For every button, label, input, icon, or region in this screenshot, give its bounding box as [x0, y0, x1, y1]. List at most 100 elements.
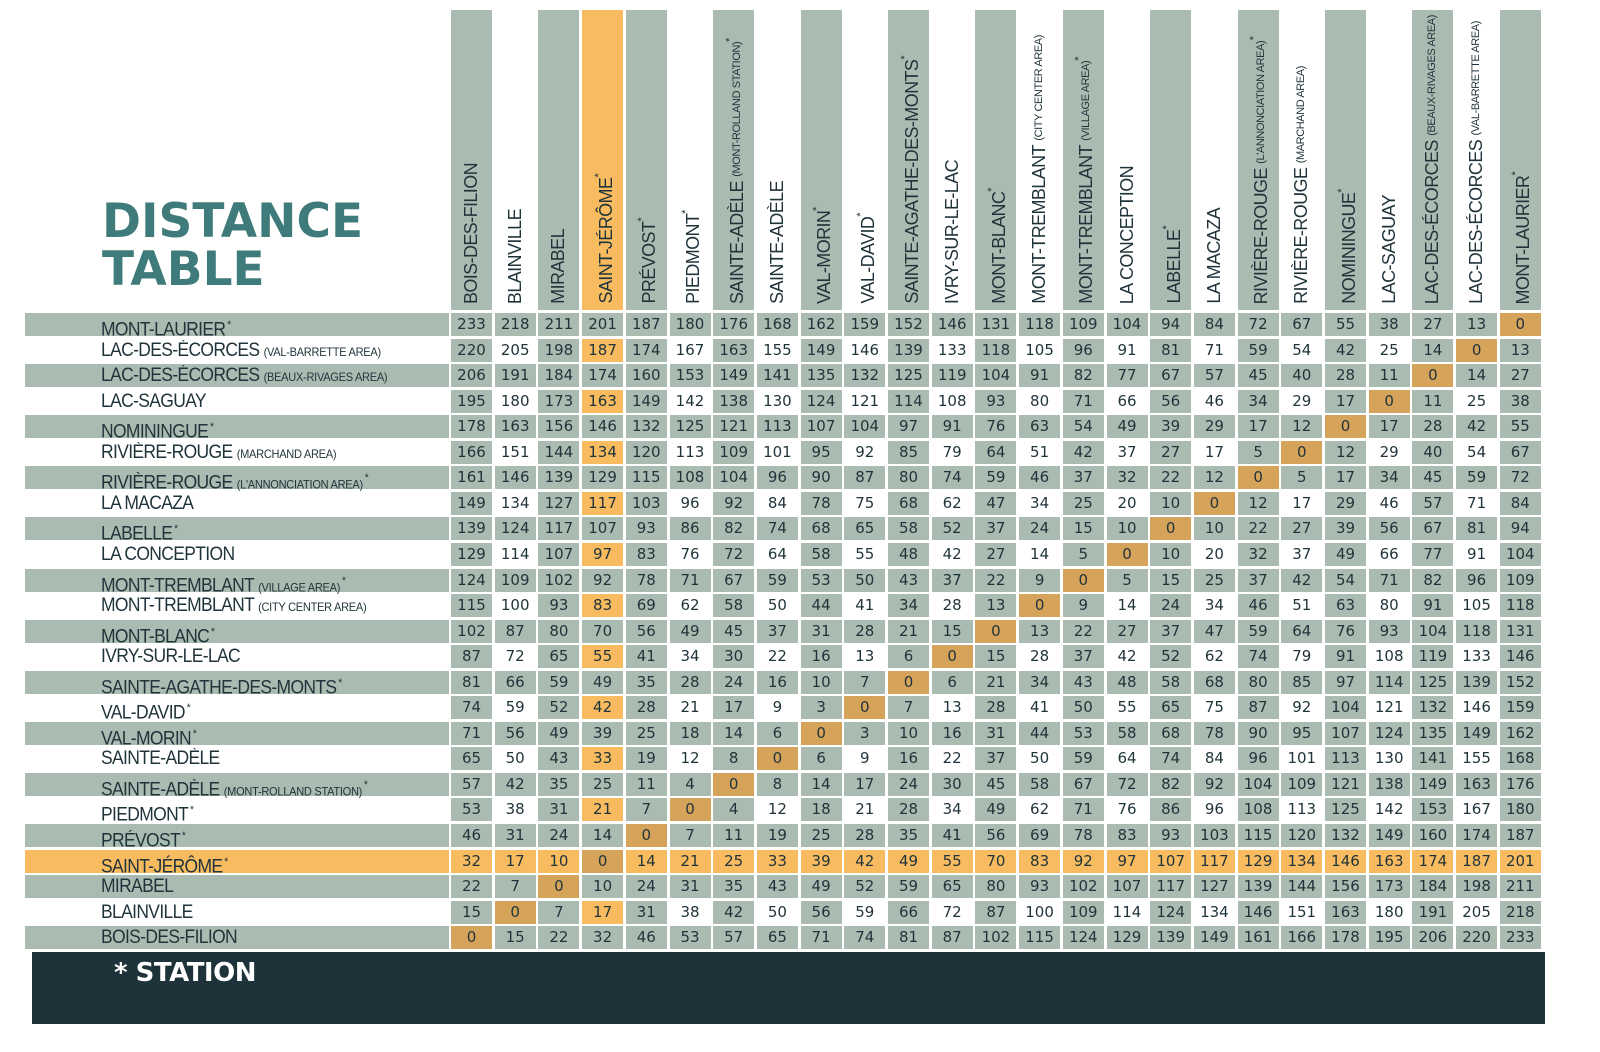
location-name: VAL-MORIN [814, 210, 835, 304]
location-name: SAINTE-AGATHE-DES-MONTS [901, 60, 922, 304]
distance-cell: 40 [1281, 364, 1323, 388]
distance-cell: 96 [1204, 800, 1224, 819]
distance-cell: 46 [1019, 466, 1061, 490]
distance-cell: 44 [800, 594, 842, 618]
table-row: LA MACAZA 149 134 127 117 103 96 92 84 78 75 68 62 47… [25, 491, 1545, 515]
distance-cell: 21 [855, 800, 875, 819]
table-row: RIVIÈRE-ROUGE (MARCHAND AREA) 166 151 144 13… [25, 440, 1545, 464]
table-row: NOMININGUE * 178 163 156 146 132 125 121 113 107 10… [25, 415, 1545, 443]
distance-cell: 63 [1019, 415, 1061, 439]
distance-cell: 92 [582, 568, 624, 592]
distance-cell: 72 [1106, 772, 1148, 796]
row-header: VAL-DAVID * [25, 696, 449, 723]
distance-cell: 27 [1412, 313, 1454, 336]
column-header: SAINTE-AGATHE-DES-MONTS* [888, 10, 929, 310]
row-header-label: MONT-BLANC * [101, 621, 216, 648]
distance-cell: 81 [451, 670, 492, 694]
distance-cell: 115 [1237, 824, 1279, 847]
distance-cell: 191 [1412, 900, 1454, 924]
distance-cell: 28 [1030, 647, 1050, 666]
distance-cell: 55 [855, 544, 875, 563]
location-name: LABELLE [1163, 230, 1184, 304]
distance-cell: 108 [669, 466, 711, 490]
distance-cell: 15 [451, 900, 492, 924]
distance-cell: 46 [1379, 493, 1399, 512]
distance-cell: 166 [1281, 926, 1323, 950]
distance-cell: 76 [680, 544, 700, 563]
distance-cell: 114 [500, 544, 530, 563]
table-row: MONT-BLANC * 102 87 80 70 56 49 45 37 31 28 21 15 0 13 2… [25, 619, 1545, 647]
distance-cell: 220 [451, 338, 492, 362]
distance-cell: 81 [1456, 517, 1498, 541]
distance-cell: 91 [1019, 364, 1061, 388]
distance-cell-zero: 0 [1456, 338, 1498, 362]
station-marker: * [811, 207, 824, 211]
distance-cell: 92 [855, 442, 875, 461]
station-marker: * [192, 727, 197, 740]
distance-cell: 220 [1456, 926, 1498, 950]
distance-cell: 56 [975, 824, 1017, 847]
distance-cell: 132 [1412, 696, 1454, 720]
distance-cell: 10 [1193, 517, 1235, 541]
distance-cell: 68 [1150, 721, 1192, 745]
distance-cell: 51 [1292, 596, 1312, 615]
row-header-label: SAINTE-AGATHE-DES-MONTS * [101, 672, 343, 699]
distance-cell: 84 [767, 493, 787, 512]
distance-cell: 93 [625, 517, 667, 541]
distance-cell: 50 [505, 749, 525, 768]
distance-cell: 132 [625, 415, 667, 439]
location-name: LAC-SAGUAY [1378, 195, 1399, 304]
row-header-label: BOIS-DES-FILION [101, 927, 238, 949]
row-header: MONT-LAURIER * [25, 313, 449, 340]
row-header-label: LA MACAZA [101, 493, 194, 515]
distance-cell: 71 [1204, 340, 1224, 359]
distance-cell: 101 [763, 442, 792, 461]
distance-cell: 74 [451, 696, 492, 720]
distance-cell: 174 [1456, 824, 1498, 847]
location-qualifier: (VILLAGE AREA) [1080, 60, 1093, 141]
distance-cell: 97 [888, 415, 929, 439]
location-name: VAL-MORIN [101, 728, 192, 750]
column-header-label: RIVIÈRE-ROUGE (L'ANNONCIATION AREA)* [1234, 37, 1282, 310]
distance-cell: 55 [931, 849, 973, 873]
distance-cell: 83 [1019, 849, 1061, 873]
location-name: IVRY-SUR-LE-LAC [941, 159, 962, 304]
distance-cell: 149 [1368, 824, 1410, 847]
distance-cell: 168 [756, 313, 798, 336]
distance-cell: 21 [582, 798, 624, 822]
table-row: LABELLE * 139 124 117 107 93 86 82 74 68 65 58 52 37 24… [25, 517, 1545, 545]
distance-cell-zero: 0 [1193, 491, 1235, 515]
distance-cell: 166 [451, 440, 492, 464]
distance-cell: 46 [625, 926, 667, 950]
distance-cell: 84 [1193, 313, 1235, 336]
distance-cell: 28 [1412, 415, 1454, 439]
distance-cell: 195 [451, 389, 492, 413]
distance-cell: 156 [1325, 875, 1366, 899]
distance-cell: 205 [500, 340, 530, 359]
title-line-2: TABLE [102, 242, 265, 297]
distance-cell: 153 [1412, 798, 1454, 822]
distance-cell: 42 [1117, 647, 1137, 666]
distance-cell: 121 [713, 415, 755, 439]
column-header: MONT-TREMBLANT (CITY CENTER AREA) [1019, 10, 1060, 310]
distance-cell: 146 [1462, 698, 1491, 717]
distance-cell: 47 [1193, 619, 1235, 643]
distance-cell: 87 [844, 466, 886, 490]
location-name: PRÉVOST [639, 222, 660, 304]
distance-cell: 109 [1062, 313, 1104, 336]
distance-cell: 184 [1412, 875, 1454, 899]
column-header-label: SAINTE-ADÈLE (MONT-ROLLAND STATION)* [710, 38, 758, 310]
row-header-label: SAINTE-ADÈLE [101, 748, 220, 770]
distance-cell: 56 [494, 721, 536, 745]
distance-cell: 53 [451, 798, 492, 822]
distance-cell: 7 [669, 824, 711, 847]
location-name: VAL-DAVID [101, 702, 186, 724]
distance-cell: 41 [931, 824, 973, 847]
distance-cell: 107 [1106, 875, 1148, 899]
distance-cell: 13 [1019, 619, 1061, 643]
distance-cell: 161 [451, 466, 492, 490]
distance-cell: 55 [1117, 698, 1137, 717]
distance-cell: 187 [582, 338, 624, 362]
distance-cell-zero: 0 [713, 772, 755, 796]
station-marker: * [1335, 189, 1348, 193]
